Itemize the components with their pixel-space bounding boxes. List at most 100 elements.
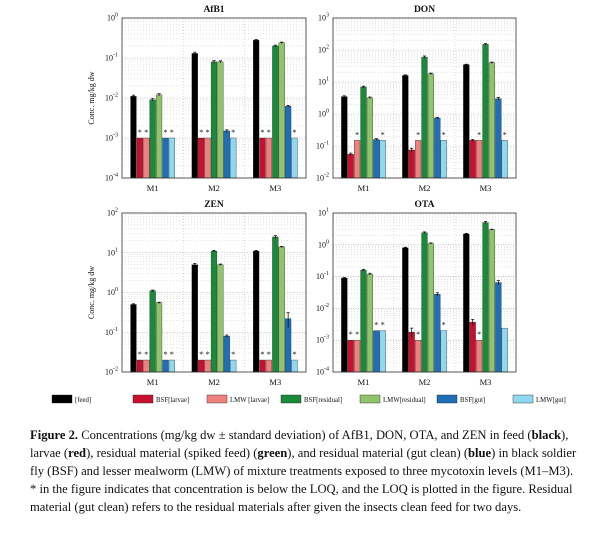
legend-swatch [206,394,228,404]
plot-frame [121,212,307,373]
bar [168,137,175,179]
x-tick-label: M3 [269,183,281,193]
below-loq-asterisk: * [267,128,271,137]
bar [421,56,428,179]
caption-text-4: ), and residual material (gut clean) ( [287,446,469,460]
below-loq-asterisk: * [416,130,420,139]
y-tick-label: 10-3 [316,335,329,345]
below-loq-asterisk: * [442,321,446,330]
chart-panel-don: 10-2 10-1 100 101 102 103 * * M1 * * M2 * * M3 DON [316,5,517,193]
bar [408,331,415,373]
bar [482,222,489,373]
bar [360,86,367,179]
bar [501,327,508,373]
bar [373,330,380,373]
bar [354,140,361,179]
below-loq-asterisk: * [261,350,265,359]
legend-swatch [436,394,458,404]
x-tick-label: M2 [419,377,431,387]
bar [341,96,348,179]
bar [440,140,447,179]
caption-text-1: Concentrations (mg/kg dw ± standard devi… [78,428,532,442]
below-loq-asterisk: * [477,130,481,139]
below-loq-asterisk: * [374,321,378,330]
bar [259,137,266,179]
bar [272,236,279,373]
bar [162,359,169,373]
bar [427,73,434,179]
y-tick-label: 102 [318,45,329,55]
y-tick-label: 10-1 [105,53,118,63]
bar [143,359,150,373]
chart-title: DON [414,5,435,15]
below-loq-asterisk: * [144,350,148,359]
y-tick-label: 101 [318,208,329,218]
below-loq-asterisk: * [349,330,353,339]
bar [482,44,489,179]
bar [415,140,422,179]
legend-label: [feed] [75,397,91,404]
bar [495,282,502,373]
below-loq-asterisk: * [355,130,359,139]
bar [476,140,483,179]
plot-frame [332,212,517,373]
bar [204,137,211,179]
legend-label: LMW[gut] [536,397,566,404]
below-loq-asterisk: * [261,128,265,137]
caption-bold-1: black [531,428,562,442]
y-axis-label: Conc. mg/kg dw [87,266,96,319]
bar [366,273,373,373]
below-loq-asterisk: * [442,130,446,139]
bar [198,359,205,373]
plot-frame [121,17,307,179]
bar [463,64,470,179]
below-loq-asterisk: * [138,128,142,137]
x-tick-label: M1 [147,183,159,193]
below-loq-asterisk: * [163,128,167,137]
bar [143,137,150,179]
plot-frame [332,17,517,179]
bar [360,269,367,373]
legend-label: LMW [larvae] [230,397,269,404]
chart-title: ZEN [204,200,224,210]
bar [278,246,285,373]
bar [440,330,447,373]
legend-swatch [280,394,302,404]
below-loq-asterisk: * [144,128,148,137]
below-loq-asterisk: * [416,330,420,339]
bar [191,53,198,179]
bar [347,154,354,179]
bar [415,340,422,373]
figure-label: Figure 2. [30,428,79,442]
bar [427,243,434,373]
below-loq-asterisk: * [477,330,481,339]
below-loq-asterisk: * [503,130,507,139]
bar [265,137,273,179]
bar [210,250,218,373]
x-tick-label: M2 [419,183,431,193]
bar [354,340,361,373]
bar [379,330,386,373]
legend-label: BSF[larvae] [156,397,189,404]
bar [223,335,230,373]
bar [421,232,428,373]
bar [230,137,237,179]
x-tick-label: M3 [480,377,492,387]
chart-title: OTA [415,200,435,210]
y-tick-label: 100 [107,287,118,297]
bar [366,97,373,179]
legend-swatch [359,394,381,404]
bar [469,140,476,179]
x-tick-label: M2 [208,377,220,387]
y-tick-label: 10-2 [105,367,118,377]
below-loq-asterisk: * [355,330,359,339]
legend-swatch [51,394,73,404]
y-tick-label: 100 [318,239,329,249]
bar [285,106,292,179]
below-loq-asterisk: * [170,128,174,137]
y-tick-label: 103 [318,13,329,23]
below-loq-asterisk: * [199,128,203,137]
